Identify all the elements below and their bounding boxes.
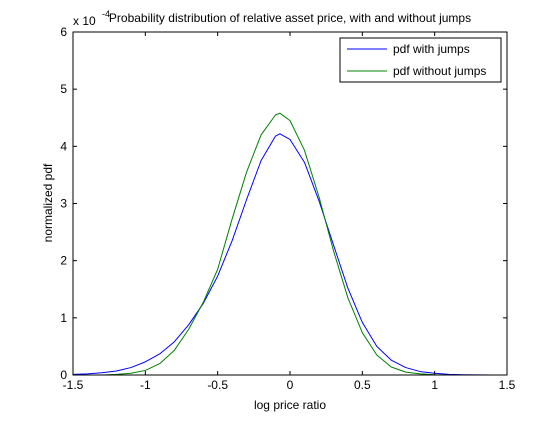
y-tick-label: 0	[60, 368, 67, 382]
x-tick-label: -0.5	[207, 378, 228, 392]
y-tick-label: 3	[60, 197, 67, 211]
y-tick-label: 5	[60, 82, 67, 96]
plot-area	[73, 32, 507, 375]
x-tick-label: 1	[431, 378, 438, 392]
x-tick-label: 0.5	[354, 378, 371, 392]
legend-box	[339, 37, 502, 83]
legend-label-without-jumps: pdf without jumps	[393, 64, 486, 78]
series-line-without-jumps	[73, 112, 493, 376]
x-tick-label: -1	[140, 378, 151, 392]
y-tick-label: 1	[60, 311, 67, 325]
ticks-layer: -1.5 -1 -0.5 0 0.5 1 1.5 0 1 2 3 4 5 6	[60, 25, 515, 392]
y-axis-label: normalized pdf	[41, 163, 55, 242]
legend-label-with-jumps: pdf with jumps	[393, 42, 470, 56]
legend: pdf with jumps pdf without jumps	[339, 37, 502, 83]
y-tick-label: 6	[60, 25, 67, 39]
x-tick-label: 1.5	[499, 378, 516, 392]
y-tick-label: 2	[60, 254, 67, 268]
chart-title: Probability distribution of relative ass…	[109, 11, 471, 25]
x-tick-label: 0	[287, 378, 294, 392]
y-tick-label: 4	[60, 139, 67, 153]
y-exponent-base: x 10	[73, 14, 96, 28]
series-line-with-jumps	[72, 133, 493, 376]
x-axis-label: log price ratio	[254, 398, 326, 412]
y-exponent-power: -4	[102, 9, 110, 19]
series-layer	[72, 112, 493, 376]
x-tick-label: -1.5	[63, 378, 84, 392]
